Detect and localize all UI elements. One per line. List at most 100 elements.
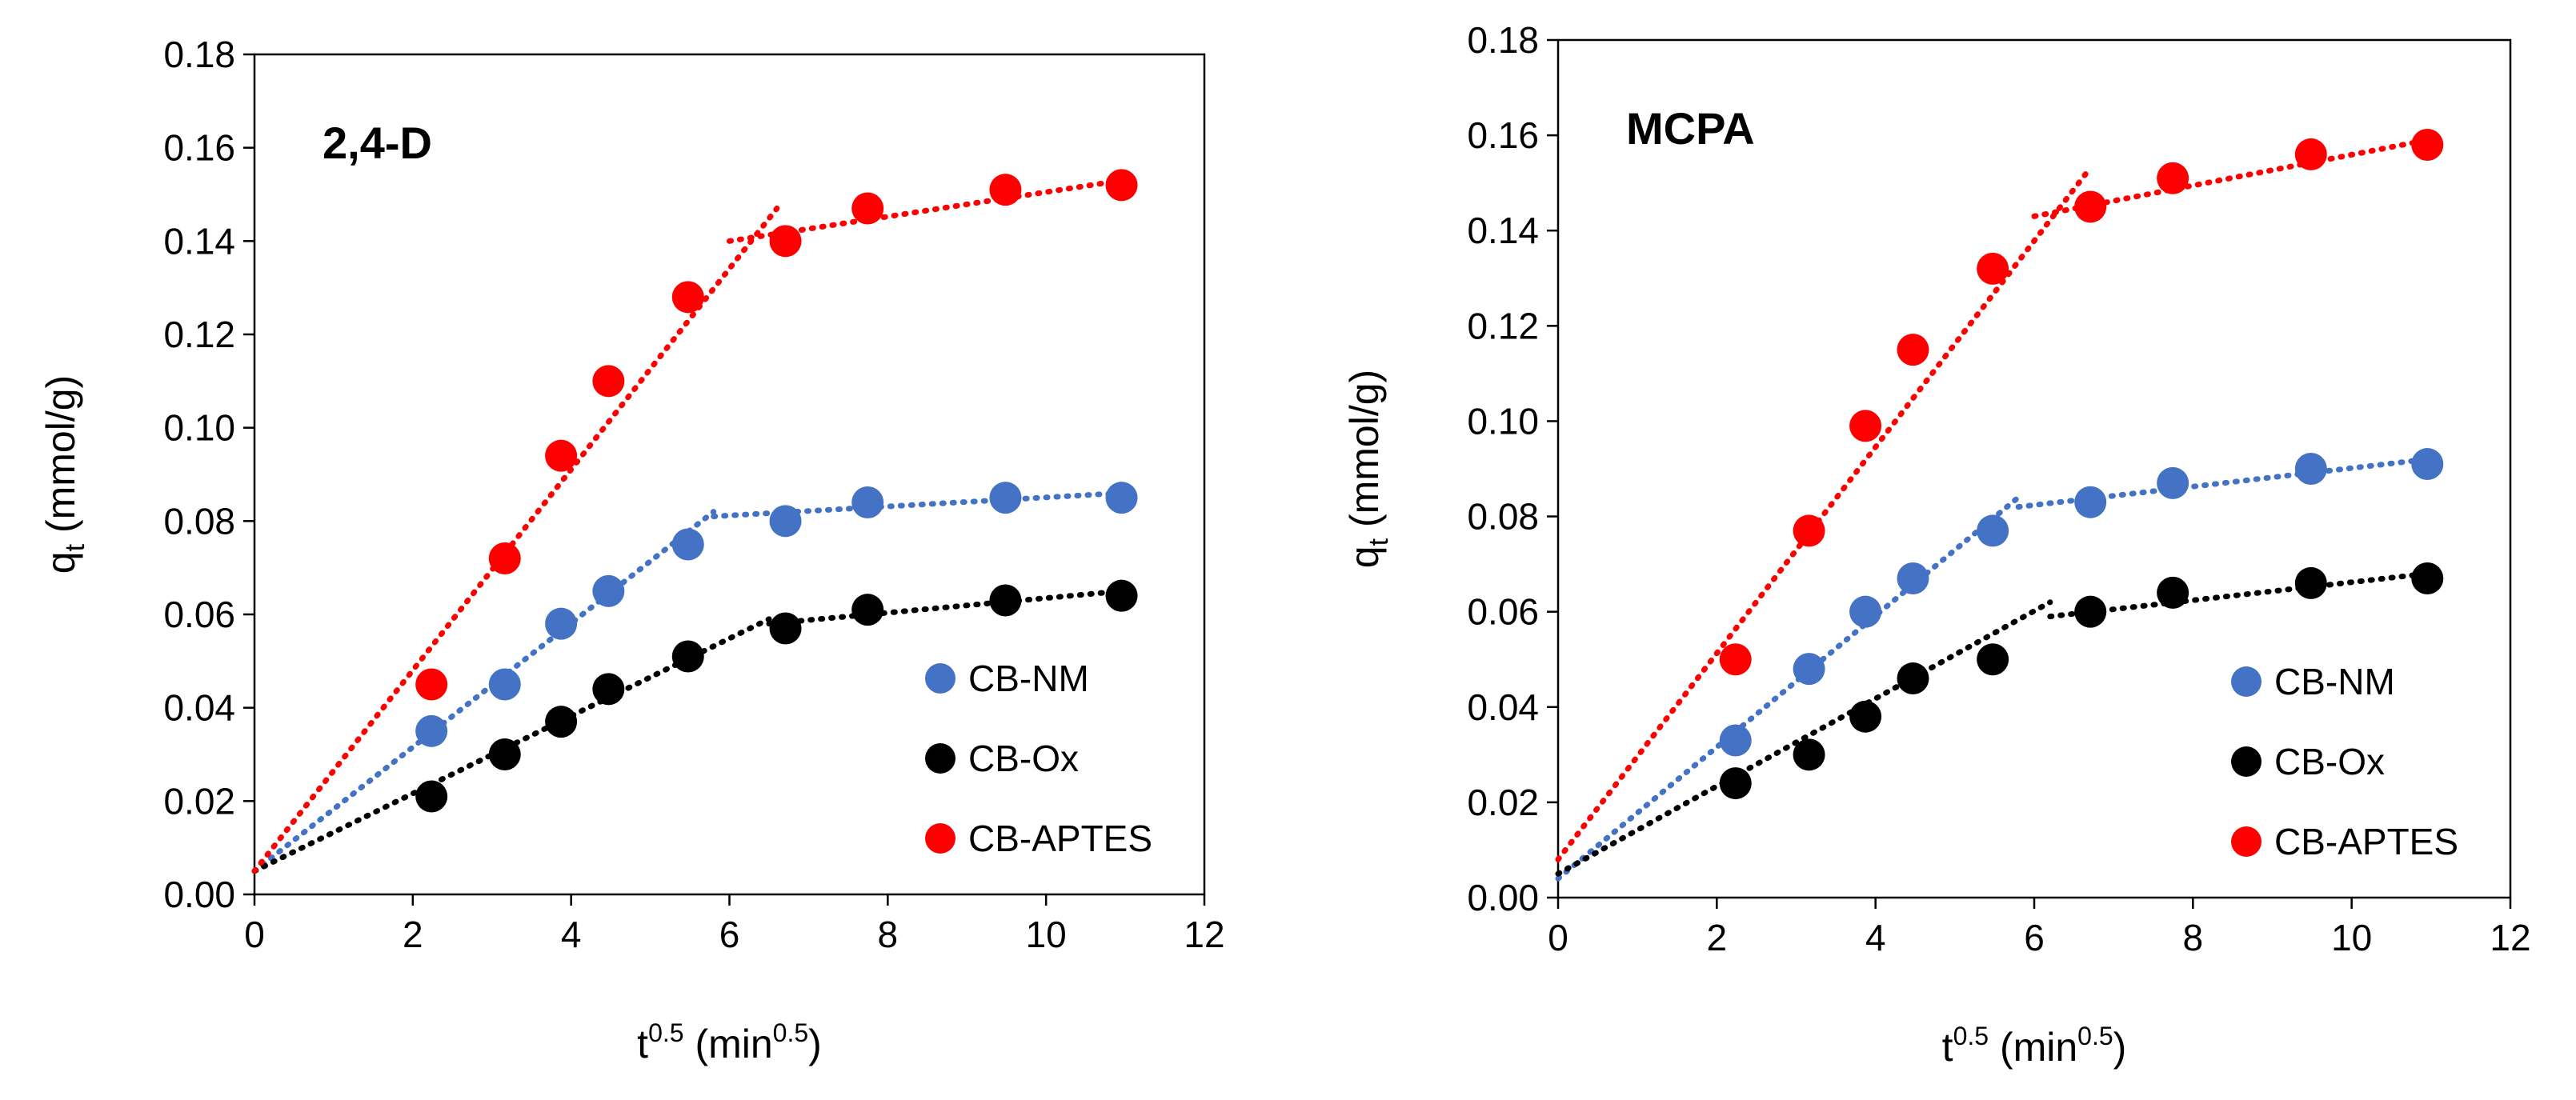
data-point-cb-ox bbox=[1793, 738, 1825, 771]
data-point-cb-aptes bbox=[545, 439, 578, 472]
legend: CB-NM CB-Ox CB-APTES bbox=[2231, 661, 2458, 862]
legend-item-cb-aptes: CB-APTES bbox=[2231, 821, 2458, 862]
data-point-cb-nm bbox=[989, 482, 1022, 514]
data-point-cb-ox bbox=[2411, 562, 2444, 594]
data-point-cb-ox bbox=[488, 738, 521, 770]
y-tick-label: 0.00 bbox=[1467, 877, 1539, 918]
x-tick-label: 0 bbox=[1548, 917, 1568, 958]
data-point-cb-aptes bbox=[2411, 129, 2444, 162]
legend-item-cb-ox: CB-Ox bbox=[925, 738, 1079, 779]
data-point-cb-nm bbox=[851, 486, 884, 518]
y-tick-label: 0.06 bbox=[1467, 591, 1539, 633]
y-tick-label: 0.00 bbox=[163, 874, 235, 915]
data-point-cb-ox bbox=[1719, 767, 1752, 800]
legend-item-cb-nm: CB-NM bbox=[925, 658, 1089, 699]
data-point-cb-aptes bbox=[1793, 514, 1825, 547]
x-tick-label: 8 bbox=[878, 914, 899, 955]
data-point-cb-aptes bbox=[769, 225, 802, 258]
trendline-cb-ox-2 bbox=[2047, 570, 2430, 620]
trendline-cb-aptes-1 bbox=[1555, 166, 2093, 862]
legend-marker-cb-aptes bbox=[925, 823, 955, 854]
y-tick-label: 0.12 bbox=[1467, 305, 1539, 346]
data-point-cb-nm bbox=[415, 714, 448, 747]
data-point-cb-nm bbox=[1793, 653, 1825, 686]
legend-label-cb-nm: CB-NM bbox=[968, 658, 1089, 699]
x-tick-label: 6 bbox=[2024, 917, 2045, 958]
y-tick-label: 0.10 bbox=[163, 407, 235, 449]
panel-2-4-d: 0.00 0.02 0.04 0.06 0.08 0.10 0.12 0.14 0.16 0.18… bbox=[38, 34, 1225, 1066]
data-point-cb-nm bbox=[2294, 453, 2327, 485]
data-point-cb-nm bbox=[2074, 486, 2107, 518]
data-point-cb-aptes bbox=[2294, 138, 2327, 170]
x-axis-label: t0.5 (min0.5) bbox=[1942, 1022, 2127, 1070]
y-tick-label: 0.04 bbox=[163, 687, 235, 729]
legend: CB-NM CB-Ox CB-APTES bbox=[925, 658, 1152, 859]
data-point-cb-aptes bbox=[2074, 190, 2107, 223]
data-point-cb-aptes bbox=[488, 542, 521, 574]
x-tick-label: 8 bbox=[2183, 917, 2204, 958]
legend-label-cb-aptes: CB-APTES bbox=[2274, 821, 2458, 862]
data-point-cb-aptes bbox=[415, 668, 448, 701]
x-tick-label: 6 bbox=[719, 914, 740, 955]
data-point-cb-nm bbox=[488, 668, 521, 701]
legend-label-cb-ox: CB-Ox bbox=[2274, 741, 2385, 782]
y-tick-label: 0.14 bbox=[1467, 210, 1539, 251]
data-point-cb-nm bbox=[2157, 466, 2189, 499]
legend-marker-cb-nm bbox=[925, 663, 955, 694]
data-point-cb-aptes bbox=[671, 281, 704, 314]
data-point-cb-aptes bbox=[851, 192, 884, 225]
legend-marker-cb-ox bbox=[2231, 746, 2262, 777]
x-tick-label: 12 bbox=[2490, 917, 2530, 958]
data-point-cb-ox bbox=[2074, 595, 2107, 628]
x-tick-label: 10 bbox=[1026, 914, 1067, 955]
data-point-cb-ox bbox=[2294, 566, 2327, 599]
panel-title: MCPA bbox=[1626, 103, 1755, 154]
x-tick-label: 2 bbox=[1707, 917, 1728, 958]
data-point-cb-nm bbox=[671, 528, 704, 561]
data-point-cb-ox bbox=[851, 594, 884, 626]
legend-item-cb-nm: CB-NM bbox=[2231, 661, 2395, 702]
data-point-cb-aptes bbox=[1105, 169, 1138, 202]
data-point-cb-ox bbox=[989, 584, 1022, 617]
trendline-cb-ox-1 bbox=[1555, 599, 2053, 877]
panel-title: 2,4-D bbox=[323, 118, 432, 168]
legend-marker-cb-ox bbox=[925, 743, 955, 774]
data-point-cb-ox bbox=[545, 706, 578, 738]
trendline-cb-nm-2 bbox=[711, 490, 1125, 519]
data-point-cb-ox bbox=[415, 780, 448, 813]
data-point-cb-ox bbox=[2157, 576, 2189, 609]
data-point-cb-nm bbox=[1849, 595, 1882, 628]
y-tick-label: 0.16 bbox=[1467, 114, 1539, 156]
data-point-cb-aptes bbox=[1977, 252, 2009, 285]
data-point-cb-ox bbox=[1105, 579, 1138, 612]
data-point-cb-aptes bbox=[592, 365, 625, 398]
y-tick-label: 0.12 bbox=[163, 314, 235, 355]
y-tick-label: 0.08 bbox=[163, 500, 235, 542]
legend-label-cb-aptes: CB-APTES bbox=[968, 818, 1152, 859]
x-axis-label: t0.5 (min0.5) bbox=[637, 1018, 822, 1066]
y-tick-label: 0.14 bbox=[163, 220, 235, 262]
trendline-cb-nm-2 bbox=[2015, 456, 2430, 510]
data-point-cb-nm bbox=[545, 607, 578, 640]
data-point-cb-aptes bbox=[2157, 162, 2189, 194]
trendline-cb-nm-1 bbox=[1555, 494, 2021, 882]
y-axis-label: qt (mmol/g) bbox=[1342, 370, 1394, 568]
legend-marker-cb-aptes bbox=[2231, 826, 2262, 857]
x-tick-label: 4 bbox=[1865, 917, 1886, 958]
y-tick-label: 0.08 bbox=[1467, 496, 1539, 538]
x-tick-label: 10 bbox=[2331, 917, 2372, 958]
data-point-cb-nm bbox=[1105, 482, 1138, 514]
x-tick-label: 0 bbox=[244, 914, 265, 955]
x-tick-label: 4 bbox=[561, 914, 582, 955]
data-point-cb-aptes bbox=[1719, 643, 1752, 676]
data-point-cb-nm bbox=[769, 505, 802, 538]
data-point-cb-nm bbox=[1897, 562, 1929, 594]
x-tick-label: 12 bbox=[1184, 914, 1224, 955]
data-point-cb-aptes bbox=[1849, 410, 1882, 442]
y-tick-label: 0.16 bbox=[163, 127, 235, 169]
y-tick-label: 0.02 bbox=[1467, 782, 1539, 823]
y-axis-label: qt (mmol/g) bbox=[38, 375, 90, 574]
data-point-cb-nm bbox=[1977, 514, 2009, 547]
legend-item-cb-aptes: CB-APTES bbox=[925, 818, 1152, 859]
